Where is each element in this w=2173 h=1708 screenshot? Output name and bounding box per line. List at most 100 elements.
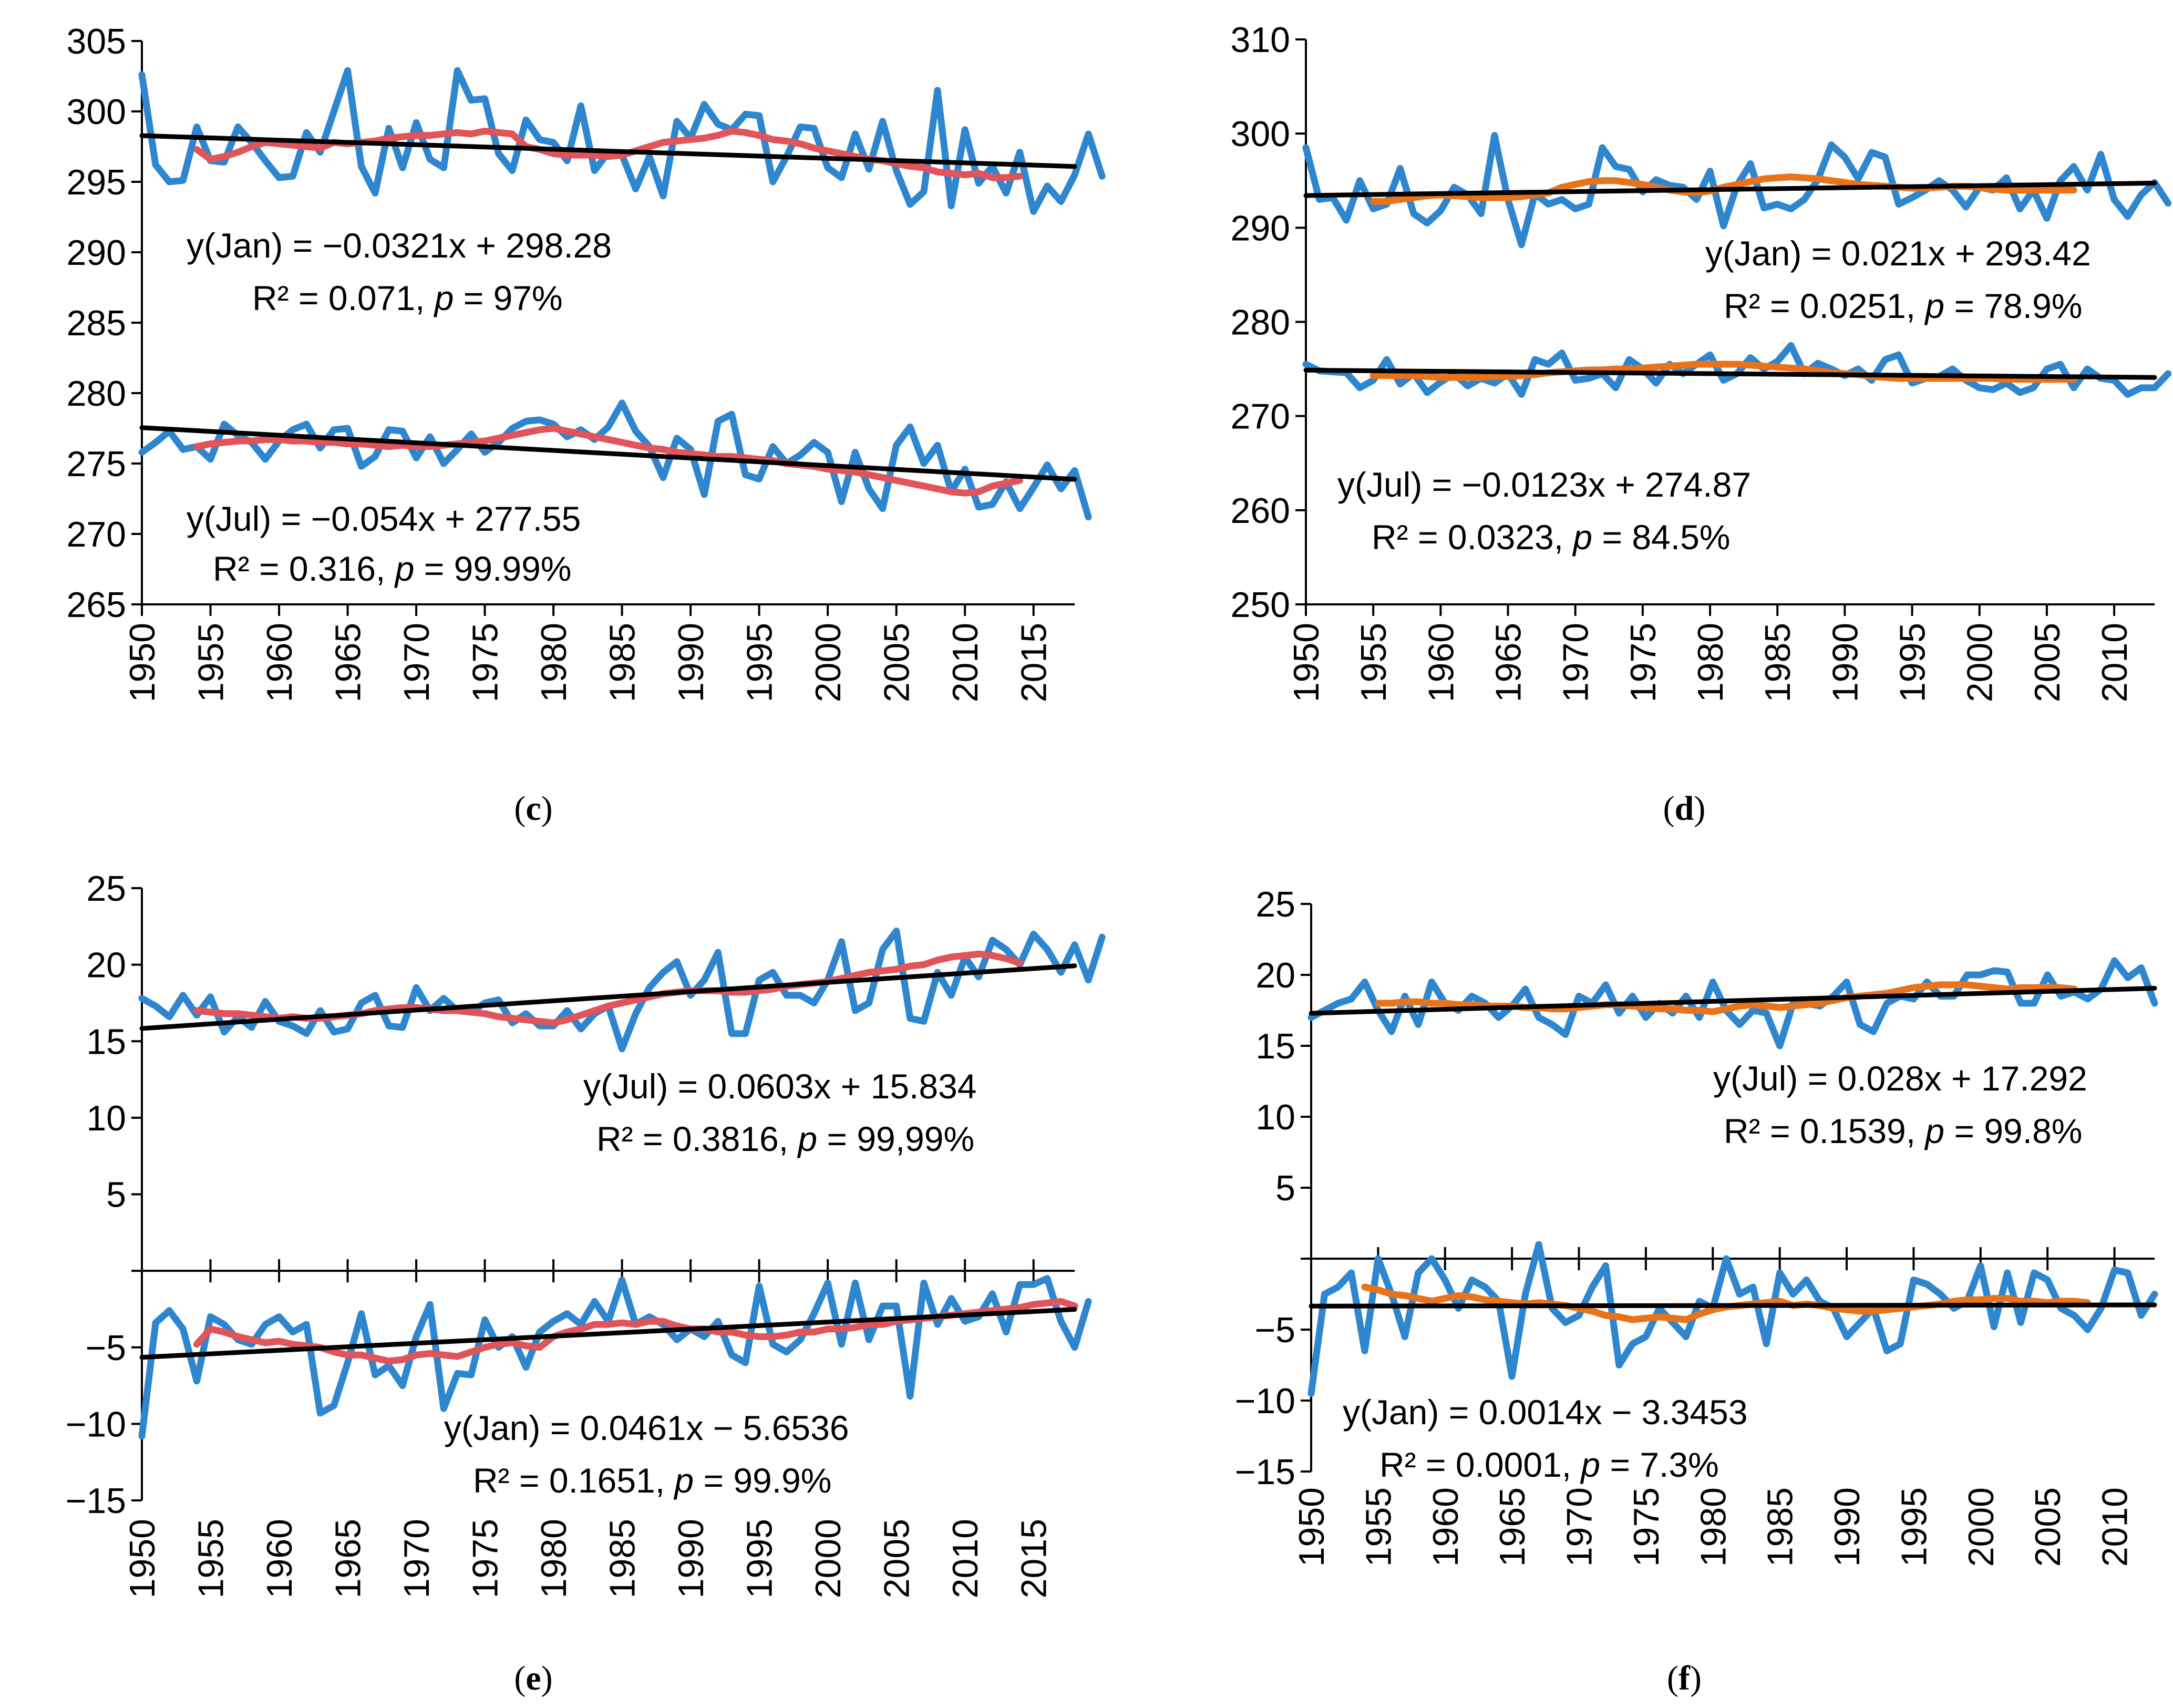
series-jan-line bbox=[138, 1275, 1092, 1440]
x-tick-label: 2010 bbox=[2095, 623, 2135, 702]
y-tick-label: 300 bbox=[1231, 114, 1290, 154]
x-tick-label: 2005 bbox=[877, 623, 917, 702]
y-tick-label: −15 bbox=[1235, 1452, 1295, 1492]
equation-text: y(Jul) = −0.054x + 277.55 bbox=[187, 499, 581, 538]
x-tick-label: 1965 bbox=[1492, 1487, 1532, 1567]
x-tick-label: 1960 bbox=[1421, 623, 1461, 702]
y-tick-label: 270 bbox=[1231, 397, 1290, 437]
r-squared-value: R² = 0.071, bbox=[252, 279, 435, 317]
y-tick-label: −15 bbox=[66, 1481, 126, 1521]
equation-text: y(Jul) = −0.0123x + 274.87 bbox=[1337, 465, 1751, 504]
x-tick-label: 1975 bbox=[466, 1519, 506, 1598]
series-jul-smoothed-line bbox=[193, 425, 1024, 497]
series-jan-trend-line bbox=[139, 1307, 1077, 1360]
y-tick-label: 10 bbox=[86, 1098, 126, 1138]
x-tick-label: 1985 bbox=[1760, 1487, 1800, 1567]
y-tick-label: 20 bbox=[86, 945, 126, 985]
p-symbol: p bbox=[1580, 1445, 1600, 1484]
y-tick-label: 275 bbox=[67, 444, 126, 484]
p-symbol: p bbox=[394, 549, 415, 588]
panel-label: (f) bbox=[1667, 1659, 1702, 1697]
y-tick-label: 270 bbox=[67, 515, 126, 554]
r-squared-value: R² = 0.0001, bbox=[1379, 1445, 1581, 1484]
y-tick-label: −5 bbox=[1254, 1310, 1295, 1350]
x-tick-label: 1990 bbox=[1827, 1487, 1867, 1567]
equation-text: y(Jan) = 0.021x + 293.42 bbox=[1705, 234, 2091, 273]
y-tick-label: 20 bbox=[1255, 955, 1295, 995]
x-tick-label: 2015 bbox=[1014, 623, 1054, 702]
y-tick-label: 265 bbox=[67, 585, 126, 625]
y-tick-label: 250 bbox=[1231, 585, 1290, 625]
p-value: = 99,99% bbox=[817, 1119, 974, 1158]
y-tick-label: 10 bbox=[1255, 1097, 1295, 1137]
x-tick-label: 1995 bbox=[1893, 623, 1933, 702]
x-tick-label: 2000 bbox=[808, 1519, 848, 1598]
panel-label: (d) bbox=[1663, 789, 1706, 828]
r-squared-text: R² = 0.0001, p = 7.3% bbox=[1379, 1445, 1719, 1484]
equation-text: y(Jan) = 0.0014x − 3.3453 bbox=[1343, 1393, 1748, 1432]
x-tick-label: 2005 bbox=[2027, 623, 2067, 702]
y-tick-label: 290 bbox=[1231, 208, 1290, 248]
x-tick-label: 2005 bbox=[877, 1519, 917, 1598]
x-tick-label: 1975 bbox=[1623, 623, 1663, 702]
y-tick-label: 5 bbox=[1275, 1168, 1295, 1208]
x-tick-label: 1965 bbox=[328, 1519, 368, 1598]
x-tick-label: 1995 bbox=[740, 1519, 780, 1598]
y-tick-label: 280 bbox=[1231, 303, 1290, 343]
x-tick-label: 2010 bbox=[945, 1519, 985, 1598]
series-jan-trend-line bbox=[1309, 1302, 2157, 1309]
y-tick-label: 15 bbox=[86, 1022, 126, 1062]
x-tick-label: 2005 bbox=[2028, 1487, 2068, 1567]
p-value: = 99.8% bbox=[1944, 1112, 2082, 1150]
panel-label: (c) bbox=[514, 789, 552, 828]
series-jul-line bbox=[138, 928, 1106, 1053]
p-symbol: p bbox=[1924, 1112, 1944, 1150]
y-tick-label: 15 bbox=[1255, 1026, 1295, 1066]
r-squared-text: R² = 0.1539, p = 99.8% bbox=[1724, 1112, 2082, 1150]
p-symbol: p bbox=[434, 279, 454, 317]
series-jul-trend-line bbox=[139, 963, 1077, 1031]
x-tick-label: 1970 bbox=[397, 623, 437, 702]
series-jul-trend-line bbox=[1309, 985, 2157, 1016]
x-tick-label: 2010 bbox=[945, 623, 985, 702]
y-tick-label: 290 bbox=[67, 233, 126, 273]
p-value: = 97% bbox=[454, 279, 562, 317]
r-squared-text: R² = 0.071, p = 97% bbox=[252, 279, 563, 317]
x-tick-label: 1965 bbox=[1489, 623, 1529, 702]
y-tick-label: −5 bbox=[85, 1328, 126, 1368]
p-value: = 78.9% bbox=[1944, 286, 2082, 325]
x-tick-label: 1950 bbox=[1292, 1487, 1332, 1567]
x-tick-label: 1960 bbox=[260, 1519, 300, 1598]
equation-text: y(Jan) = −0.0321x + 298.28 bbox=[187, 226, 612, 265]
p-value: = 7.3% bbox=[1600, 1445, 1719, 1484]
series-jul-trend-line bbox=[1303, 367, 2157, 380]
p-value: = 84.5% bbox=[1592, 518, 1730, 557]
x-tick-label: 1950 bbox=[1286, 623, 1326, 702]
p-value: = 99.99% bbox=[414, 549, 571, 588]
x-tick-label: 1970 bbox=[1560, 1487, 1600, 1567]
x-tick-label: 1955 bbox=[191, 623, 231, 702]
y-tick-label: 5 bbox=[106, 1175, 126, 1215]
x-tick-label: 1985 bbox=[603, 1519, 643, 1598]
y-tick-label: 305 bbox=[67, 22, 126, 61]
y-tick-label: 285 bbox=[67, 303, 126, 343]
p-symbol: p bbox=[1924, 286, 1944, 325]
x-tick-label: 1955 bbox=[191, 1519, 231, 1598]
x-tick-label: 1995 bbox=[740, 623, 780, 702]
y-tick-label: −10 bbox=[1235, 1381, 1295, 1421]
series-jan-trend-line bbox=[1303, 180, 2157, 198]
x-tick-label: 1950 bbox=[122, 623, 162, 702]
panel-label: (e) bbox=[514, 1659, 552, 1697]
equation-text: y(Jan) = 0.0461x − 5.6536 bbox=[444, 1408, 849, 1447]
x-tick-label: 1975 bbox=[1626, 1487, 1666, 1567]
x-tick-label: 1970 bbox=[1556, 623, 1596, 702]
y-tick-label: 260 bbox=[1231, 491, 1290, 531]
y-tick-label: 280 bbox=[67, 374, 126, 414]
p-symbol: p bbox=[797, 1119, 817, 1158]
r-squared-text: R² = 0.0251, p = 78.9% bbox=[1724, 286, 2082, 325]
